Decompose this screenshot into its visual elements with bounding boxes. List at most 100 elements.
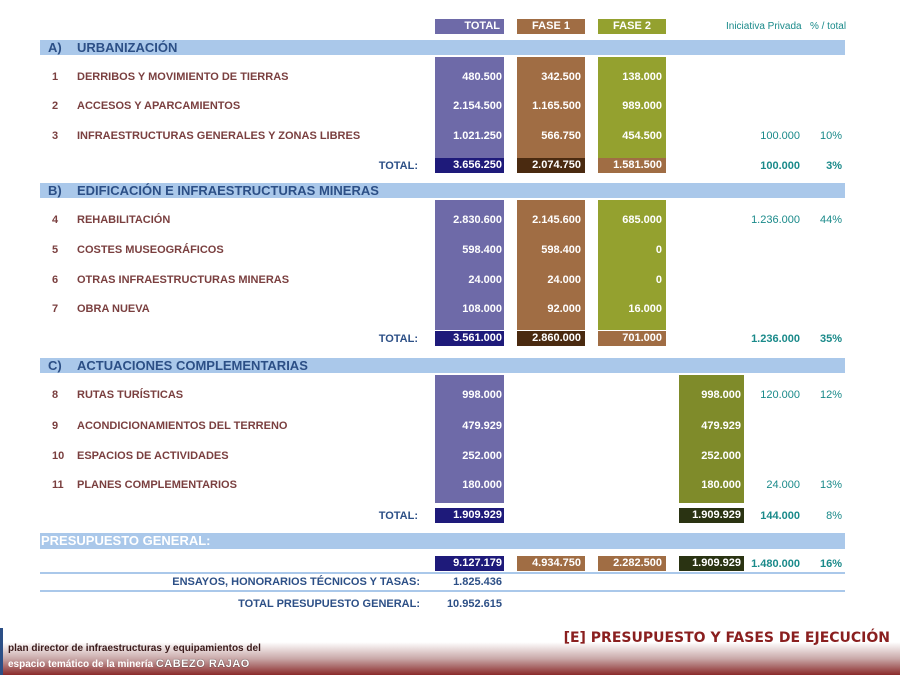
divider-line	[40, 572, 845, 574]
item-fase1: 2.145.600	[532, 214, 581, 226]
section-c-total-label: TOTAL:	[378, 510, 418, 522]
section-c-fase3-box	[679, 508, 744, 523]
item-fase2: 16.000	[628, 303, 662, 315]
item-number: 11	[52, 479, 64, 491]
ensayos-label: ENSAYOS, HONORARIOS TÉCNICOS Y TASAS:	[172, 576, 420, 588]
section-a-title: URBANIZACIÓN	[77, 40, 178, 55]
item-name: INFRAESTRUCTURAS GENERALES Y ZONAS LIBRE…	[77, 130, 361, 142]
item-number: 5	[52, 244, 59, 256]
item-total: 180.000	[462, 479, 502, 491]
section-a-fase1-value: 2.074.750	[532, 159, 581, 171]
section-a-bar	[40, 40, 845, 55]
header-fase1: FASE 1	[517, 19, 585, 34]
item-number: 10	[52, 450, 65, 462]
fase3-column-bg	[679, 375, 744, 503]
fase2-column-bg	[598, 57, 666, 159]
section-b-pct-total: 35%	[819, 333, 842, 345]
item-total: 998.000	[462, 389, 502, 401]
item-fase3: 252.000	[701, 450, 741, 462]
footer-left-border	[0, 628, 3, 675]
section-b-total-box	[435, 331, 504, 346]
item-name: PLANES COMPLEMENTARIOS	[77, 479, 237, 491]
section-a-total-box	[435, 158, 504, 173]
header-total: TOTAL	[435, 19, 504, 34]
item-fase3: 479.929	[701, 420, 741, 432]
general-fase3-box	[679, 556, 744, 571]
item-total: 2.830.600	[453, 214, 502, 226]
item-fase2: 0	[655, 274, 662, 286]
footer-line2: espacio temático de la minería CABEZO RA…	[8, 658, 250, 670]
item-total: 24.000	[468, 274, 502, 286]
section-c-total-box	[435, 508, 504, 523]
item-fase2: 685.000	[622, 214, 662, 226]
item-number: 9	[52, 420, 59, 432]
general-fase1-value: 4.934.750	[532, 557, 581, 569]
item-fase1: 598.400	[541, 244, 581, 256]
final-total-label: TOTAL PRESUPUESTO GENERAL:	[238, 598, 420, 610]
section-b-ip-total: 1.236.000	[751, 333, 800, 345]
section-b-fase1-value: 2.860.000	[532, 332, 581, 344]
item-total: 598.400	[462, 244, 502, 256]
total-column-bg	[435, 375, 504, 503]
item-total: 1.021.250	[453, 130, 502, 142]
section-a-letter: A)	[48, 40, 62, 55]
item-total: 252.000	[462, 450, 502, 462]
header-iniciativa-label: Iniciativa Privada	[726, 21, 802, 32]
item-total: 108.000	[462, 303, 502, 315]
section-c-pct-total: 8%	[826, 510, 842, 522]
section-a-total-value: 3.656.250	[453, 159, 502, 171]
item-total: 479.929	[462, 420, 502, 432]
item-number: 6	[52, 274, 59, 286]
item-number: 3	[52, 130, 59, 142]
general-fase2-value: 2.282.500	[613, 557, 662, 569]
item-iniciativa-privada: 24.000	[766, 479, 800, 491]
fase1-column-bg	[517, 200, 585, 330]
section-b-total-value: 3.561.000	[453, 332, 502, 344]
fase2-column-bg	[598, 200, 666, 330]
item-number: 7	[52, 303, 59, 315]
section-a-fase1-box	[517, 158, 585, 173]
item-fase1: 342.500	[541, 71, 581, 83]
section-c-total-value: 1.909.929	[453, 509, 502, 521]
item-fase2: 0	[655, 244, 662, 256]
footer-band	[0, 628, 900, 675]
section-a-fase2-value: 1.581.500	[613, 159, 662, 171]
section-c-title: ACTUACIONES COMPLEMENTARIAS	[77, 358, 308, 373]
section-a-ip-total: 100.000	[760, 160, 800, 172]
item-total: 480.500	[462, 71, 502, 83]
item-iniciativa-privada: 100.000	[760, 130, 800, 142]
item-name: OBRA NUEVA	[77, 303, 150, 315]
section-b-fase2-value: 701.000	[622, 332, 662, 344]
general-fase1-box	[517, 556, 585, 571]
item-pct: 10%	[819, 130, 842, 142]
general-bar	[40, 533, 845, 549]
final-total-value: 10.952.615	[446, 598, 502, 610]
fase1-column-bg	[517, 57, 585, 159]
item-fase1: 1.165.500	[532, 100, 581, 112]
general-total-box	[435, 556, 504, 571]
footer-line1: plan director de infraestructuras y equi…	[8, 643, 261, 654]
item-pct: 13%	[819, 479, 842, 491]
item-name: DERRIBOS Y MOVIMIENTO DE TIERRAS	[77, 71, 289, 83]
section-a-total-label: TOTAL:	[378, 160, 418, 172]
item-fase3: 180.000	[701, 479, 741, 491]
item-name: ESPACIOS DE ACTIVIDADES	[77, 450, 229, 462]
header-iniciativa-privada: Iniciativa Privada % / total	[726, 21, 846, 32]
footer-brand: CABEZO RAJAO	[155, 658, 250, 670]
item-iniciativa-privada: 1.236.000	[751, 214, 800, 226]
general-pct-value: 16%	[819, 558, 842, 570]
total-column-bg	[435, 57, 504, 159]
ensayos-value: 1.825.436	[453, 576, 502, 588]
section-a-pct-total: 3%	[826, 160, 842, 172]
section-c-bar	[40, 358, 845, 373]
section-c-ip-total: 144.000	[760, 510, 800, 522]
section-b-bar	[40, 183, 845, 198]
section-a-fase2-box	[598, 158, 666, 173]
item-number: 1	[52, 71, 59, 83]
item-name: REHABILITACIÓN	[77, 214, 171, 226]
section-b-title: EDIFICACIÓN E INFRAESTRUCTURAS MINERAS	[77, 183, 379, 198]
footer-section-title: [E] PRESUPUESTO Y FASES DE EJECUCIÓN	[563, 630, 890, 646]
footer-line2-text: espacio temático de la minería	[8, 659, 154, 670]
item-fase1: 92.000	[547, 303, 581, 315]
item-pct: 44%	[819, 214, 842, 226]
